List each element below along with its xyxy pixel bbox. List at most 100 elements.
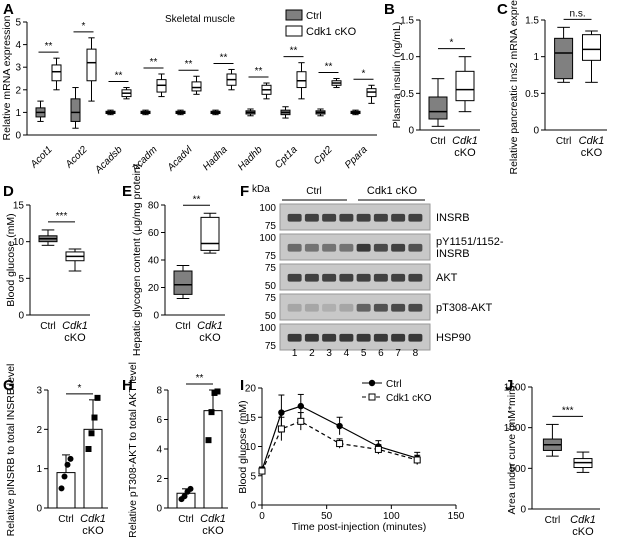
box-cko-acadvl: [191, 75, 202, 95]
y-tick-label: 3: [36, 386, 42, 397]
blot-strip: [279, 293, 431, 321]
legend-label-cko: Cdk1 cKO: [386, 393, 432, 404]
blot-band: [304, 273, 319, 282]
box-cko: [455, 56, 475, 113]
box-ctrl: [38, 229, 58, 246]
y-tick-label: 1.5: [525, 16, 539, 27]
data-point-cko: [297, 417, 305, 425]
box-iqr: [428, 96, 448, 120]
kda-marker: 100: [259, 203, 276, 214]
box-iqr: [582, 34, 601, 61]
blot-band: [339, 273, 354, 282]
kda-marker: 75: [265, 341, 277, 352]
y-axis-title: Relative pT308-AKT to total AKT level: [127, 362, 139, 537]
lane-number: 6: [378, 348, 384, 359]
blot-band: [408, 333, 423, 342]
x-category-label: Cdk1 cKO: [197, 320, 223, 344]
blot-band: [391, 213, 406, 222]
x-category-label-gene: Cdk1: [200, 513, 226, 525]
blot-band: [304, 213, 319, 222]
blot-label: HSP90: [436, 332, 471, 344]
box-ctrl-cpt1a: [280, 106, 291, 119]
blot-band: [322, 333, 337, 342]
legend-label-cko: Cdk1 cKO: [306, 26, 357, 38]
y-tick-label: 15: [13, 201, 25, 212]
legend-swatch-cko: [285, 25, 303, 37]
blot-band: [322, 273, 337, 282]
kda-marker: 75: [265, 293, 277, 304]
x-category-label: Cdk1 cKO: [570, 514, 596, 537]
blot-label: pY1151/1152-INSRB: [436, 236, 504, 260]
blot-background: [279, 293, 431, 321]
box-cko-hadhb: [261, 82, 272, 100]
panel-letter-h: H: [122, 377, 133, 394]
x-category-label-gene: Cdk1: [579, 135, 605, 147]
x-category-label-suffix: cKO: [64, 332, 86, 344]
blot-band: [287, 303, 302, 312]
box-iqr: [200, 216, 220, 251]
bar: [203, 410, 223, 509]
blot-band: [322, 303, 337, 312]
blot-label-line: pT308-AKT: [436, 302, 493, 314]
x-tick-label: 50: [321, 511, 333, 522]
blot-band: [304, 303, 319, 312]
data-point: [214, 388, 221, 395]
panel-letter-g: G: [3, 377, 15, 394]
data-point-ctrl: [336, 422, 343, 430]
y-tick-label: 1: [36, 464, 42, 475]
blot-band: [356, 273, 371, 282]
blot-band: [356, 303, 371, 312]
box-iqr: [86, 48, 97, 82]
blot-band: [287, 243, 302, 252]
y-tick-label: 4: [15, 40, 21, 51]
blot-background: [279, 263, 431, 291]
blot-background: [279, 323, 431, 351]
blot-band: [391, 273, 406, 282]
box-ctrl: [428, 78, 448, 127]
blot-strip: [279, 323, 431, 351]
y-tick-label: 15: [245, 413, 257, 424]
y-tick-label: 1: [533, 52, 539, 63]
panel-d-chart: 0 5 10 15 *** Ctrl Cdk1 cKO Blood glucose (mM): [5, 201, 90, 344]
blot-strip: [279, 203, 431, 231]
y-axis-title: Area under curve (mM*min): [506, 386, 518, 515]
kda-label: kDa: [252, 184, 270, 195]
y-axis-title: Blood glucose (mM): [237, 400, 249, 493]
y-tick-label: 40: [148, 256, 160, 267]
box-iqr: [191, 81, 202, 92]
significance-label: *: [78, 383, 82, 394]
legend-marker-cko: [368, 393, 376, 401]
panel-g-chart: 0 1 2 3 * Ctrl Cdk1 cKO Relative pINSRB to total…: [5, 364, 108, 537]
data-point: [187, 485, 194, 492]
x-category-label: Cdk1 cKO: [62, 320, 88, 344]
significance-label: **: [220, 52, 228, 63]
y-axis-title: Blood glucose (mM): [5, 213, 17, 306]
lane-number: 2: [309, 348, 315, 359]
data-point: [61, 473, 68, 480]
blot-band: [391, 243, 406, 252]
data-point-cko: [413, 456, 421, 464]
blot-strip: [279, 263, 431, 291]
box-cko-acadm: [156, 73, 167, 98]
data-point: [91, 414, 98, 421]
data-point: [181, 493, 188, 500]
x-category-label: Ctrl: [430, 136, 446, 147]
box-cko-acot1: [51, 57, 62, 91]
x-category-label-gene: Cdk1: [62, 320, 88, 332]
box-cko-ppara: [366, 84, 377, 104]
significance-label: n.s.: [569, 8, 585, 19]
legend: Ctrl Cdk1 cKO: [362, 379, 432, 404]
x-category-label: Ctrl: [178, 514, 194, 525]
y-tick-label: 0: [533, 126, 539, 137]
blot-band: [356, 243, 371, 252]
y-axis-title: Relative pancreatic Ins2 mRNA expression: [508, 0, 520, 175]
significance-label: **: [150, 57, 158, 68]
blot-label-line: pY1151/1152-: [436, 236, 504, 248]
blot-band: [287, 273, 302, 282]
box-iqr: [554, 37, 574, 80]
y-tick-label: 0: [250, 501, 256, 512]
y-tick-label: 4: [156, 445, 162, 456]
y-tick-label: 0: [153, 311, 159, 322]
y-tick-label: 3: [15, 63, 21, 74]
significance-label: **: [255, 66, 263, 77]
